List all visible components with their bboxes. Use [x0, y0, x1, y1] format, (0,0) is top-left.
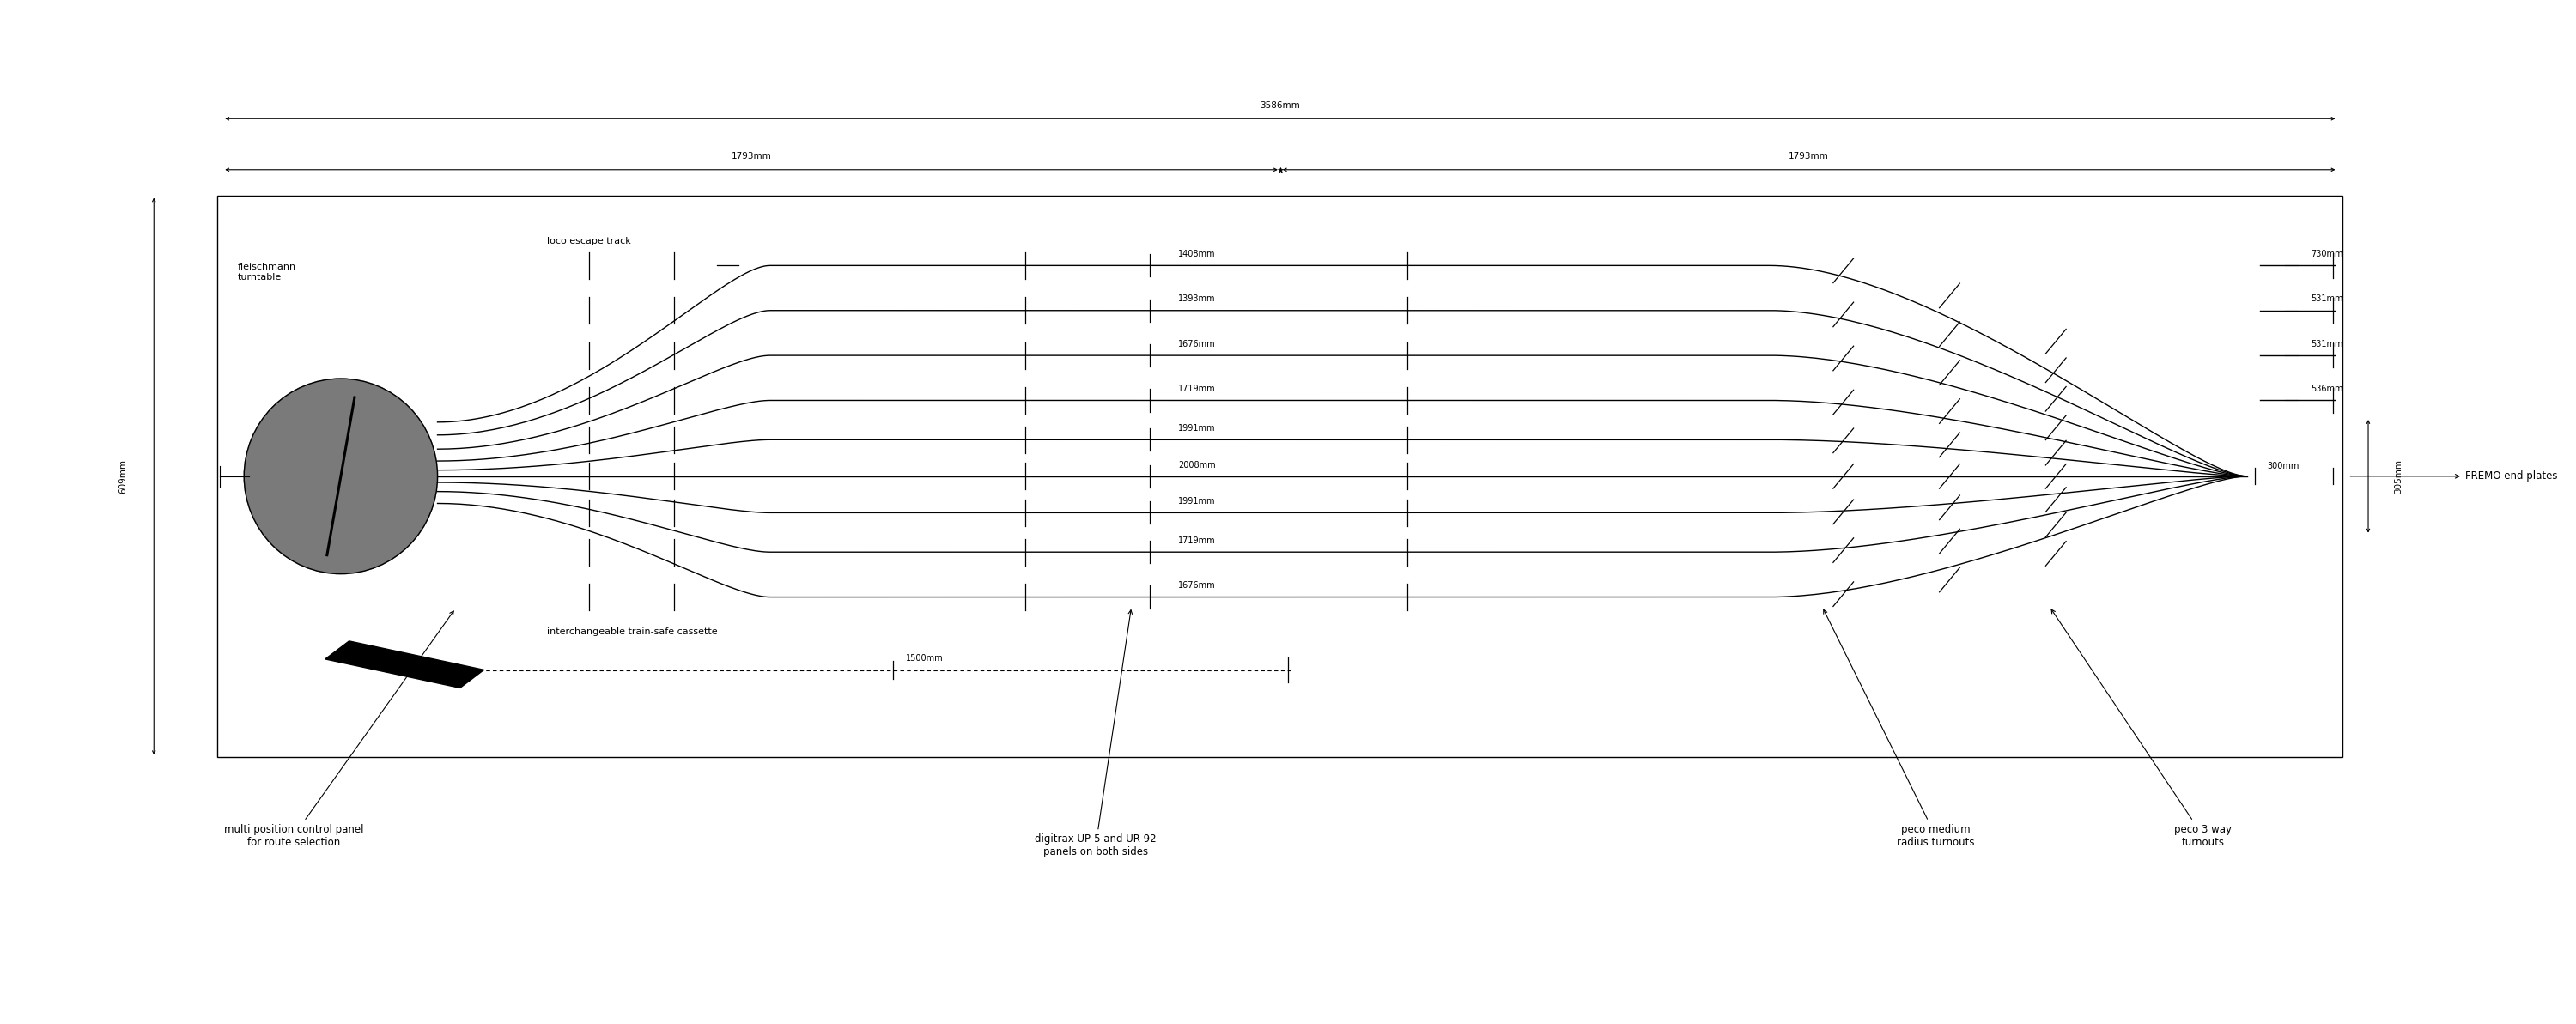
Text: multi position control panel
for route selection: multi position control panel for route s… — [224, 611, 453, 848]
Text: 1408mm: 1408mm — [1177, 250, 1216, 258]
Bar — [216, 196, 2342, 757]
Text: 536mm: 536mm — [2311, 385, 2344, 393]
Text: 1991mm: 1991mm — [1177, 497, 1216, 506]
Text: 1719mm: 1719mm — [1177, 385, 1216, 393]
Text: peco 3 way
turnouts: peco 3 way turnouts — [2050, 609, 2231, 848]
Text: 2008mm: 2008mm — [1177, 461, 1216, 469]
Text: peco medium
radius turnouts: peco medium radius turnouts — [1824, 609, 1973, 848]
Text: 1793mm: 1793mm — [1788, 152, 1829, 161]
Text: 300mm: 300mm — [2267, 462, 2300, 470]
Text: interchangeable train-safe cassette: interchangeable train-safe cassette — [546, 628, 719, 636]
Text: 730mm: 730mm — [2311, 250, 2344, 258]
Text: 1676mm: 1676mm — [1177, 582, 1216, 590]
Text: 305mm: 305mm — [2396, 459, 2403, 494]
Text: 531mm: 531mm — [2311, 340, 2344, 348]
Ellipse shape — [245, 379, 438, 573]
Text: 3586mm: 3586mm — [1260, 101, 1301, 110]
Text: fleischmann
turntable: fleischmann turntable — [237, 263, 296, 282]
Text: FREMO end plates: FREMO end plates — [2349, 471, 2558, 482]
Text: 1793mm: 1793mm — [732, 152, 770, 161]
Text: 1991mm: 1991mm — [1177, 424, 1216, 432]
Text: 1719mm: 1719mm — [1177, 537, 1216, 545]
Text: 609mm: 609mm — [118, 459, 129, 494]
Text: 531mm: 531mm — [2311, 295, 2344, 303]
Text: 1676mm: 1676mm — [1177, 340, 1216, 348]
Text: 1393mm: 1393mm — [1177, 295, 1216, 303]
Bar — [325, 641, 484, 688]
Text: loco escape track: loco escape track — [546, 238, 631, 246]
Text: digitrax UP-5 and UR 92
panels on both sides: digitrax UP-5 and UR 92 panels on both s… — [1036, 610, 1157, 858]
Text: 1500mm: 1500mm — [907, 654, 943, 663]
